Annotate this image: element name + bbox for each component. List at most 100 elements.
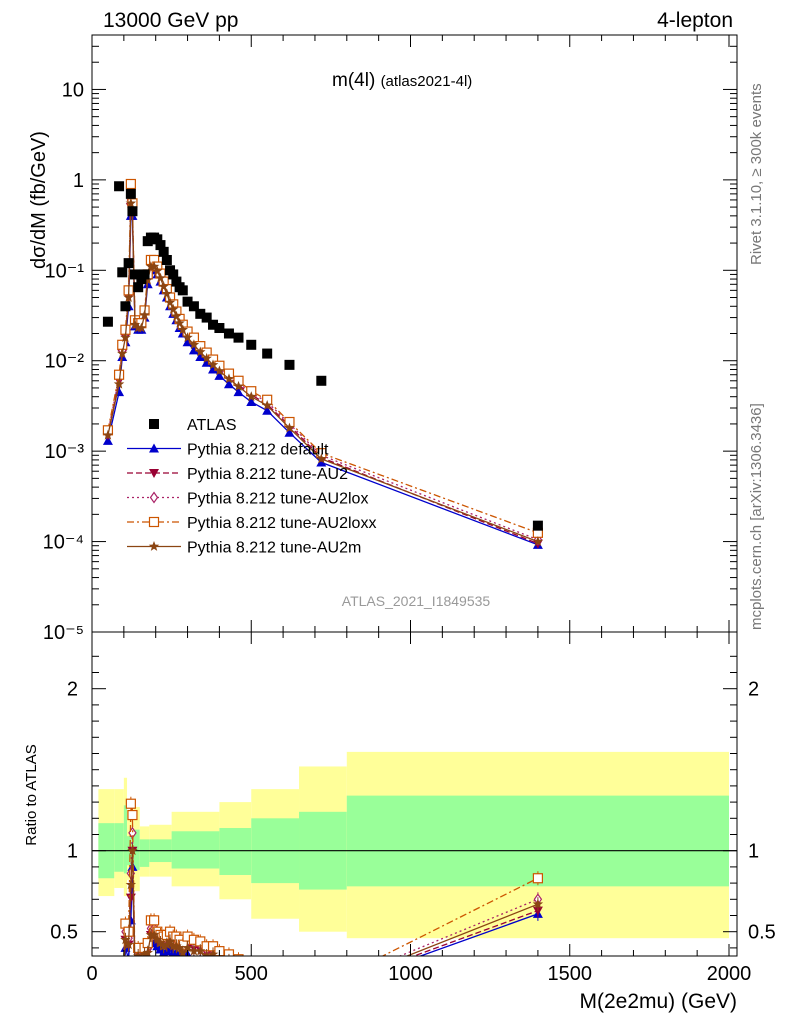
point-atlas (171, 276, 182, 287)
legend-label-pythia-8-212-tune-au2lox: Pythia 8.212 tune-AU2lox (187, 491, 368, 508)
point-atlas (127, 206, 138, 217)
legend-marker-pythia-8-212-default (149, 443, 159, 453)
point-atlas (214, 323, 225, 334)
ratio-point-pythia-8-212-tune-au2 (223, 955, 234, 956)
point-atlas (117, 267, 128, 278)
legend: ATLAS Pythia 8.212 default Pythia 8.212 tu… (127, 417, 376, 557)
ratio-point-pythia-8-212-tune-au2m (207, 948, 219, 956)
ratio-point-pythia-8-212-tune-au2m (123, 939, 134, 950)
y-tick-label: 10 (62, 79, 84, 101)
ratio-panel: 0 500 1000 1500 2000 0.5 0.5 1 1 2 2 Ratio to ATLA… (23, 631, 776, 1013)
point-pythia-8-212-tune-au2m (136, 322, 147, 333)
watermark: ATLAS_2021_I1849535 (342, 593, 491, 609)
x-axis-label: M(2e2mu) (GeV) (579, 990, 737, 1013)
point-pythia-8-212-tune-au2m (164, 297, 176, 307)
point-pythia-8-212-tune-au2m (120, 332, 131, 343)
point-pythia-8-212-tune-au2m (139, 309, 150, 320)
point-atlas (262, 348, 273, 359)
y-axis-label: dσ/dM (fb/GeV) (28, 131, 50, 269)
point-pythia-8-212-tune-au2m (174, 317, 185, 328)
legend-label-pythia-8-212-tune-au2m: Pythia 8.212 tune-AU2m (187, 540, 361, 557)
ratio-point-pythia-8-212-tune-au2m (174, 942, 185, 953)
main-subtitle: (atlas2021-4l) (381, 73, 473, 90)
ratio-point-pythia-8-212-tune-au2m (133, 950, 144, 956)
point-pythia-8-212-default (195, 351, 206, 361)
ratio-point-pythia-8-212-tune-au2m (164, 935, 176, 946)
ratio-point-pythia-8-212-tune-au2m (142, 947, 153, 956)
point-pythia-8-212-tune-au2m (207, 359, 219, 370)
ratio-y-label: Ratio to ATLAS (23, 744, 40, 845)
mcplots-label: mcplots.cern.ch [arXiv:1306.3436] (748, 403, 765, 630)
legend-marker-pythia-8-212-tune-au2 (149, 469, 159, 478)
point-pythia-8-212-tune-au2m (168, 303, 179, 314)
point-pythia-8-212-tune-au2m (182, 332, 193, 343)
ratio-point-pythia-8-212-tune-au2m (188, 945, 200, 956)
ratio-y-tick-label: 1 (67, 841, 78, 863)
point-pythia-8-212-default (223, 379, 234, 389)
point-atlas (182, 296, 193, 307)
main-title: m(4l) (atlas2021-4l) (332, 70, 472, 91)
point-atlas (195, 308, 206, 319)
point-pythia-8-212-tune-au2m (284, 422, 295, 433)
point-pythia-8-212-tune-au2m (246, 391, 257, 402)
ratio-frame (91, 631, 738, 957)
ratio-y-tick-label-right: 0.5 (748, 922, 776, 944)
point-pythia-8-212-default (214, 370, 225, 380)
point-pythia-8-212-tune-au2m (261, 400, 273, 410)
point-pythia-8-212-tune-au2m (155, 272, 166, 283)
ratio-point-pythia-8-212-tune-au2m (148, 929, 160, 940)
point-atlas (246, 339, 257, 350)
point-atlas (208, 319, 219, 330)
ratio-point-pythia-8-212-tune-au2m (201, 950, 212, 956)
y-tick-label: 10⁻³ (45, 441, 85, 463)
point-atlas (168, 269, 179, 280)
point-pythia-8-212-tune-au2m (129, 319, 141, 330)
uncertainty-band-stat (123, 805, 128, 874)
point-atlas (158, 246, 169, 257)
point-pythia-8-212-tune-au2m (171, 310, 182, 321)
point-pythia-8-212-tune-au2m (102, 429, 114, 440)
y-tick-label: 10⁻¹ (45, 260, 85, 282)
ratio-point-pythia-8-212-tune-au2m (125, 879, 137, 890)
ratio-y-tick-label: 0.5 (50, 922, 78, 944)
x-tick-label: 0 (86, 963, 97, 985)
legend-marker-atlas (149, 419, 159, 429)
ratio-point-pythia-8-212-tune-au2m (155, 937, 166, 948)
point-atlas (125, 188, 136, 199)
ratio-point-pythia-8-212-tune-au2m (158, 940, 169, 951)
ratio-point-pythia-8-212-default (206, 955, 207, 956)
point-pythia-8-212-tune-au2m (223, 373, 235, 384)
ratio-y-tick-label: 2 (67, 679, 78, 701)
point-atlas (114, 181, 125, 192)
legend-marker-pythia-8-212-tune-au2lox (149, 491, 159, 504)
point-atlas (129, 269, 140, 280)
x-tick-label: 1500 (548, 963, 593, 985)
point-atlas (316, 375, 327, 386)
point-pythia-8-212-tune-au2m (125, 197, 137, 208)
ratio-y-tick-label-right: 1 (748, 841, 759, 863)
main-title-text: m(4l) (332, 70, 375, 91)
point-pythia-8-212-tune-au2m (148, 261, 160, 271)
point-pythia-8-212-tune-au2m (532, 536, 544, 546)
point-atlas (201, 312, 212, 323)
uncertainty-band-stat (219, 828, 252, 875)
point-pythia-8-212-tune-au2m (316, 453, 327, 464)
point-atlas (155, 240, 166, 251)
point-pythia-8-212-tune-au2m (152, 265, 163, 276)
point-pythia-8-212-tune-au2m (195, 346, 206, 357)
ratio-point-pythia-8-212-default (214, 959, 224, 968)
point-pythia-8-212-default (233, 387, 244, 397)
ratio-point-pythia-8-212-tune-au2m (120, 934, 131, 945)
point-pythia-8-212-default (188, 345, 199, 355)
point-pythia-8-212-tune-au2m (113, 378, 125, 389)
point-pythia-8-212-tune-au2m (142, 274, 153, 285)
uncertainty-band-stat (171, 831, 220, 869)
point-pythia-8-212-default (208, 364, 219, 374)
point-pythia-8-212-tune-au2m (117, 348, 128, 358)
point-atlas (123, 258, 134, 269)
point-atlas (233, 332, 244, 343)
ratio-point-pythia-8-212-tune-au2loxx (233, 954, 244, 956)
point-pythia-8-212-tune-au2m (214, 365, 225, 376)
uncertainty-band-stat (114, 823, 124, 872)
